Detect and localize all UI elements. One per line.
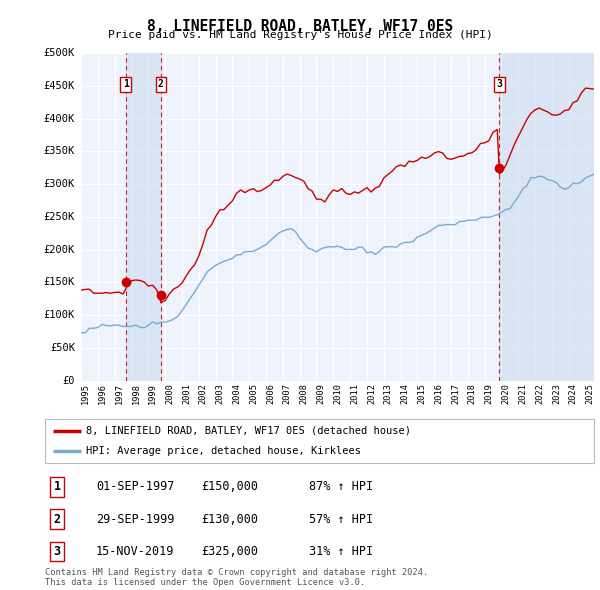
Text: £150,000: £150,000 xyxy=(201,480,258,493)
Text: £200K: £200K xyxy=(44,245,75,254)
Text: 2001: 2001 xyxy=(182,384,191,405)
Text: £350K: £350K xyxy=(44,146,75,156)
Text: £500K: £500K xyxy=(44,48,75,58)
Text: 2006: 2006 xyxy=(266,384,275,405)
Text: 2012: 2012 xyxy=(367,384,376,405)
Text: £100K: £100K xyxy=(44,310,75,320)
Text: 2023: 2023 xyxy=(552,384,561,405)
Text: 1997: 1997 xyxy=(115,384,124,405)
Text: 2: 2 xyxy=(158,79,164,89)
Text: 1: 1 xyxy=(53,480,61,493)
Text: 2011: 2011 xyxy=(350,384,359,405)
Text: 2002: 2002 xyxy=(199,384,208,405)
Text: 2014: 2014 xyxy=(401,384,410,405)
Text: 2013: 2013 xyxy=(384,384,393,405)
Text: 57% ↑ HPI: 57% ↑ HPI xyxy=(309,513,373,526)
Text: 2025: 2025 xyxy=(586,384,595,405)
Text: 1999: 1999 xyxy=(148,384,157,405)
Text: £0: £0 xyxy=(62,376,75,385)
Text: £150K: £150K xyxy=(44,277,75,287)
Text: 2022: 2022 xyxy=(535,384,544,405)
Text: 3: 3 xyxy=(496,79,502,89)
Bar xyxy=(499,53,594,381)
Text: 1996: 1996 xyxy=(98,384,107,405)
Text: £300K: £300K xyxy=(44,179,75,189)
Text: 2024: 2024 xyxy=(569,384,578,405)
Text: Contains HM Land Registry data © Crown copyright and database right 2024.
This d: Contains HM Land Registry data © Crown c… xyxy=(45,568,428,587)
Text: 2007: 2007 xyxy=(283,384,292,405)
Text: £50K: £50K xyxy=(50,343,75,353)
Text: 29-SEP-1999: 29-SEP-1999 xyxy=(96,513,175,526)
Text: 1995: 1995 xyxy=(81,384,90,405)
Text: 15-NOV-2019: 15-NOV-2019 xyxy=(96,545,175,558)
Text: 3: 3 xyxy=(53,545,61,558)
Text: 1998: 1998 xyxy=(131,384,140,405)
Text: 2017: 2017 xyxy=(451,384,460,405)
Text: 2008: 2008 xyxy=(299,384,308,405)
FancyBboxPatch shape xyxy=(45,419,594,463)
Text: 31% ↑ HPI: 31% ↑ HPI xyxy=(309,545,373,558)
Text: 2021: 2021 xyxy=(518,384,527,405)
Text: 8, LINEFIELD ROAD, BATLEY, WF17 0ES (detached house): 8, LINEFIELD ROAD, BATLEY, WF17 0ES (det… xyxy=(86,426,411,436)
Text: 2000: 2000 xyxy=(165,384,174,405)
Text: 2019: 2019 xyxy=(485,384,494,405)
Text: 2009: 2009 xyxy=(316,384,325,405)
Text: £450K: £450K xyxy=(44,81,75,91)
Text: 87% ↑ HPI: 87% ↑ HPI xyxy=(309,480,373,493)
Text: 2: 2 xyxy=(53,513,61,526)
Text: 8, LINEFIELD ROAD, BATLEY, WF17 0ES: 8, LINEFIELD ROAD, BATLEY, WF17 0ES xyxy=(147,19,453,34)
Text: 2015: 2015 xyxy=(418,384,427,405)
Text: Price paid vs. HM Land Registry's House Price Index (HPI): Price paid vs. HM Land Registry's House … xyxy=(107,30,493,40)
Text: £130,000: £130,000 xyxy=(201,513,258,526)
Text: 2020: 2020 xyxy=(502,384,511,405)
Text: 2003: 2003 xyxy=(215,384,224,405)
Text: 2010: 2010 xyxy=(333,384,342,405)
Text: 2018: 2018 xyxy=(468,384,477,405)
Text: £250K: £250K xyxy=(44,212,75,222)
Text: £400K: £400K xyxy=(44,114,75,123)
Text: HPI: Average price, detached house, Kirklees: HPI: Average price, detached house, Kirk… xyxy=(86,446,361,456)
Text: 2004: 2004 xyxy=(232,384,241,405)
Text: 2016: 2016 xyxy=(434,384,443,405)
Text: 2005: 2005 xyxy=(249,384,258,405)
Text: 1: 1 xyxy=(123,79,129,89)
Text: £325,000: £325,000 xyxy=(201,545,258,558)
Text: 01-SEP-1997: 01-SEP-1997 xyxy=(96,480,175,493)
Bar xyxy=(126,53,161,381)
